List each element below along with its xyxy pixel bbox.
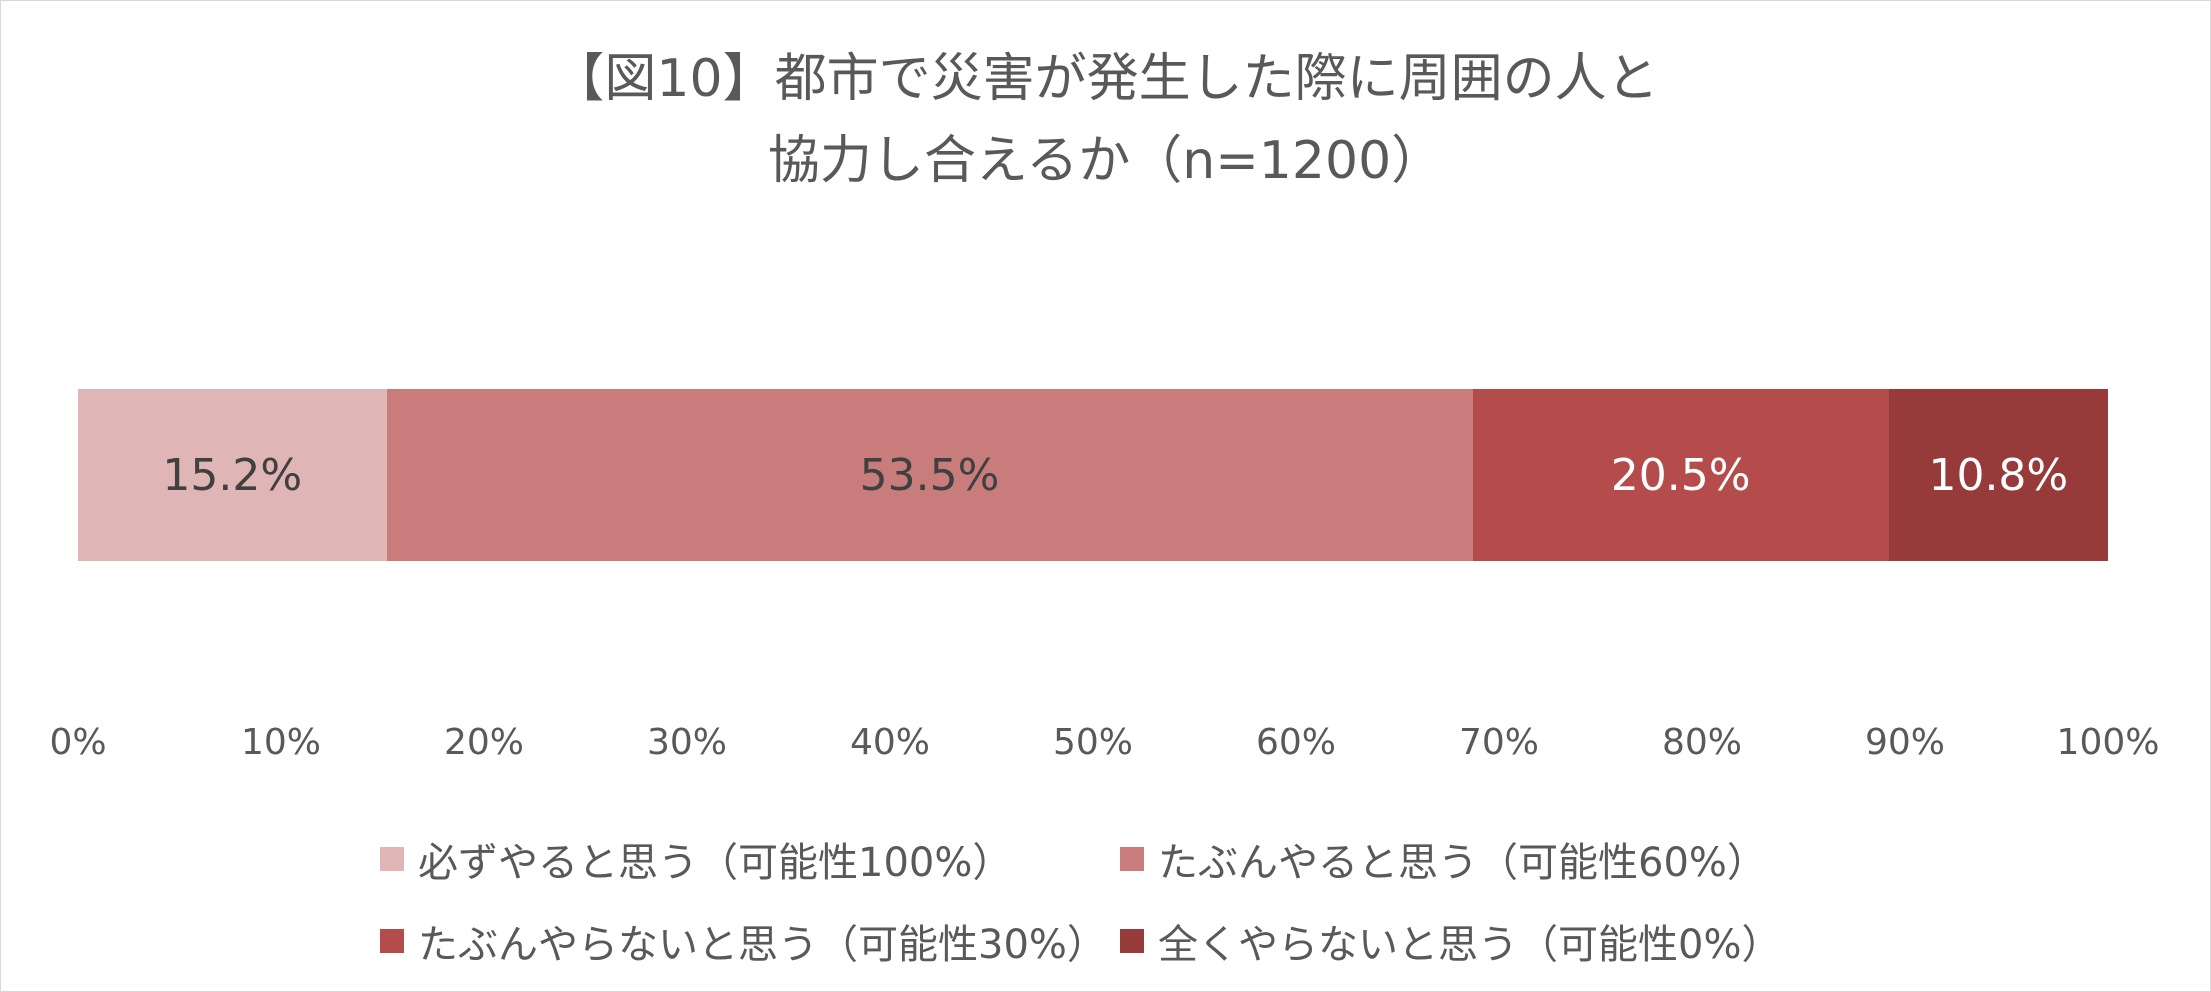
legend-swatch-icon [380,847,404,871]
legend-row: 必ずやると思う（可能性100%） たぶんやると思う（可能性60%） [380,818,1880,900]
legend-label: たぶんやると思う（可能性60%） [1158,840,1767,886]
x-tick-label: 40% [849,722,931,763]
data-label: 20.5% [1610,449,1751,501]
x-axis: 0% 10% 20% 30% 40% 50% 60% 70% 80% 90% 100% [49,722,2159,772]
legend-item: たぶんやらないと思う（可能性30%） [380,912,1120,970]
stacked-bar: 15.2% 53.5% 20.5% 10.8% [78,389,2108,561]
chart-title-line-2: 協力し合えるか（n=1200） [767,131,1444,191]
x-tick-label: 20% [443,722,525,763]
data-label: 53.5% [859,449,1000,501]
x-tick-label: 80% [1661,722,1743,763]
x-tick-label: 100% [2056,722,2160,763]
x-tick-label: 30% [646,722,728,763]
legend-item: 必ずやると思う（可能性100%） [380,830,1120,888]
bar-segment: 15.2% [78,389,387,561]
bar-segment: 53.5% [386,389,1473,561]
x-tick-label: 90% [1864,722,1946,763]
x-tick-label: 50% [1052,722,1134,763]
x-tick-label: 10% [240,722,322,763]
chart-title-line-1: 【図10】都市で災害が発生した際に周囲の人と [552,49,1659,109]
legend-swatch-icon [1120,847,1144,871]
bar-segment: 20.5% [1472,389,1889,561]
legend-item: 全くやらないと思う（可能性0%） [1120,912,1781,970]
chart-title: 【図10】都市で災害が発生した際に周囲の人と 協力し合えるか（n=1200） [0,38,2211,202]
x-tick-label: 0% [49,722,107,763]
bar-segment: 10.8% [1888,389,2108,561]
legend-label: たぶんやらないと思う（可能性30%） [418,922,1107,968]
legend-swatch-icon [380,929,404,953]
x-tick-label: 60% [1255,722,1337,763]
legend-label: 全くやらないと思う（可能性0%） [1158,922,1782,968]
legend-row: たぶんやらないと思う（可能性30%） 全くやらないと思う（可能性0%） [380,900,1880,982]
x-tick-label: 70% [1458,722,1540,763]
legend-label: 必ずやると思う（可能性100%） [418,840,1013,886]
data-label: 15.2% [162,449,303,501]
legend: 必ずやると思う（可能性100%） たぶんやると思う（可能性60%） たぶんやらないと… [380,818,1880,982]
legend-item: たぶんやると思う（可能性60%） [1120,830,1767,888]
data-label: 10.8% [1928,449,2069,501]
legend-swatch-icon [1120,929,1144,953]
